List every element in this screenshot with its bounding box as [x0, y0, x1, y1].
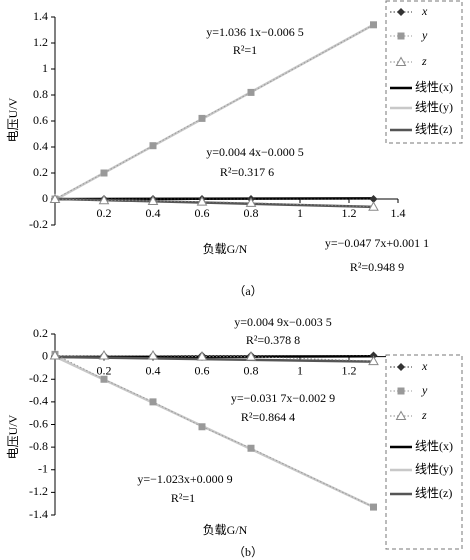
x-axis-title: 负载G/N: [203, 523, 248, 537]
y-tick-label: 0.2: [33, 165, 48, 179]
y-tick-label: 0.8: [33, 87, 48, 101]
y-tick-label: 1.2: [33, 35, 48, 49]
annotation: R²=0.378 8: [246, 333, 300, 347]
legend-marker: [397, 387, 405, 395]
y-tick-label: 0.4: [33, 139, 48, 153]
annotation: y=−0.047 7x+0.001 1: [325, 236, 429, 250]
annotation: y=1.036 1x−0.006 5: [206, 25, 304, 39]
marker: [98, 194, 110, 205]
legend-label: z: [421, 408, 427, 422]
legend-marker: [397, 363, 405, 371]
caption: （a）: [233, 284, 262, 298]
marker: [198, 423, 206, 431]
marker: [370, 21, 377, 29]
marker: [247, 444, 255, 452]
series-line: [55, 354, 374, 362]
y-tick-label: -0.6: [29, 416, 48, 430]
y-tick-label: -1: [38, 462, 48, 476]
marker: [149, 398, 157, 406]
legend-label: 线性(y): [415, 462, 453, 476]
y-axis-title: 电压U/V: [6, 414, 20, 459]
legend-label: 线性(x): [415, 439, 453, 453]
caption: （b）: [233, 545, 263, 559]
legend-marker: [395, 56, 407, 66]
x-tick-label: 1.2: [342, 206, 357, 220]
annotation: y=0.004 4x−0.000 5: [206, 145, 304, 159]
legend-label: 线性(z): [415, 122, 452, 136]
marker: [49, 193, 61, 203]
marker: [369, 351, 378, 360]
marker: [196, 351, 208, 361]
marker: [98, 349, 110, 360]
y-tick-label: 0.2: [33, 326, 48, 340]
annotation: y=−1.023x+0.000 9: [137, 472, 232, 486]
legend-label: x: [421, 359, 428, 373]
x-tick-label: 0.4: [146, 363, 161, 377]
x-tick-label: 0.2: [97, 206, 112, 220]
annotation: R²=1: [171, 491, 195, 505]
legend-label: 线性(y): [415, 100, 453, 114]
x-tick-label: 0.2: [97, 363, 112, 377]
marker: [245, 197, 257, 207]
y-tick-label: -1.2: [29, 484, 48, 498]
y-tick-label: -0.4: [29, 394, 48, 408]
legend-label: z: [421, 54, 427, 68]
annotation: y=0.004 9x−0.003 5: [234, 315, 332, 329]
annotation: R²=0.948 9: [350, 260, 404, 274]
legend-label: 线性(z): [415, 486, 452, 500]
series-line: [54, 24, 374, 200]
x-tick-label: 0.6: [195, 363, 210, 377]
annotation: y=−0.031 7x−0.002 9: [231, 391, 335, 405]
annotation: R²=0.864 4: [241, 410, 295, 424]
marker: [49, 349, 61, 360]
series-line: [54, 353, 374, 508]
y-tick-label: 0: [42, 191, 48, 205]
marker: [245, 351, 257, 361]
marker: [196, 196, 208, 206]
legend-marker: [397, 32, 405, 40]
legend-label: y: [421, 28, 428, 42]
legend-box: [385, 0, 463, 144]
marker: [368, 355, 379, 366]
x-axis-title: 负载G/N: [203, 242, 248, 256]
marker: [198, 114, 206, 122]
y-tick-label: -0.8: [29, 439, 48, 453]
x-tick-label: 0.8: [244, 206, 259, 220]
marker: [370, 503, 377, 511]
x-tick-label: 0.6: [195, 206, 210, 220]
x-tick-label: 1.4: [391, 206, 406, 220]
annotation: R²=1: [233, 43, 257, 57]
legend-box: [385, 354, 463, 550]
y-tick-label: 0: [42, 348, 48, 362]
x-tick-label: 1: [297, 363, 303, 377]
marker: [147, 195, 159, 205]
y-tick-label: -1.4: [29, 507, 48, 521]
x-tick-label: 0.4: [146, 206, 161, 220]
annotation: R²=0.317 6: [220, 165, 274, 179]
series-line: [54, 198, 374, 208]
legend-marker: [395, 410, 407, 420]
y-tick-label: 1.4: [33, 9, 48, 23]
x-tick-label: 1: [297, 206, 303, 220]
legend-label: x: [421, 4, 428, 18]
x-tick-label: 0.8: [244, 363, 259, 377]
legend-label: 线性(x): [415, 80, 453, 94]
marker: [100, 375, 108, 383]
marker: [149, 142, 157, 150]
marker: [247, 88, 255, 96]
y-tick-label: -0.2: [29, 371, 48, 385]
marker: [368, 201, 379, 211]
marker: [369, 195, 378, 203]
legend-marker: [397, 8, 405, 16]
y-tick-label: -0.2: [29, 217, 48, 231]
x-tick-label: 1.2: [342, 363, 357, 377]
y-tick-label: 1: [42, 61, 48, 75]
y-axis-title: 电压U/V: [6, 97, 20, 142]
marker: [100, 169, 108, 177]
marker: [147, 349, 159, 360]
legend-label: y: [421, 383, 428, 397]
y-tick-label: 0.6: [33, 113, 48, 127]
